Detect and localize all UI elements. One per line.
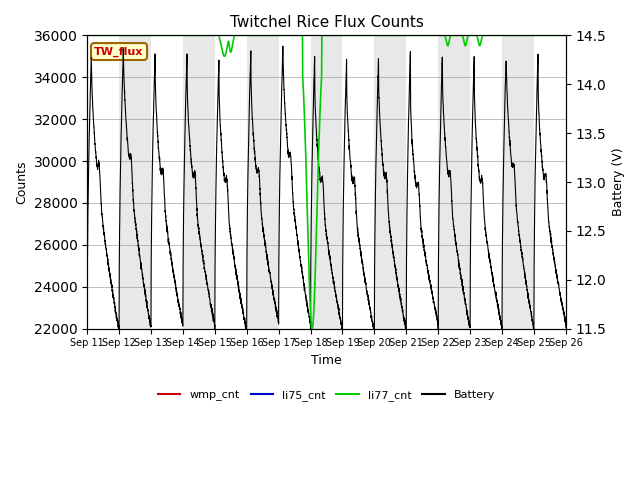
- Text: TW_flux: TW_flux: [94, 47, 144, 57]
- Bar: [119, 36, 151, 329]
- Legend: wmp_cnt, li75_cnt, li77_cnt, Battery: wmp_cnt, li75_cnt, li77_cnt, Battery: [154, 385, 499, 405]
- Bar: [502, 36, 534, 329]
- Y-axis label: Counts: Counts: [15, 160, 28, 204]
- Title: Twitchel Rice Flux Counts: Twitchel Rice Flux Counts: [230, 15, 424, 30]
- Bar: [183, 36, 215, 329]
- Bar: [438, 36, 470, 329]
- Bar: [246, 36, 278, 329]
- X-axis label: Time: Time: [311, 354, 342, 367]
- Bar: [374, 36, 406, 329]
- Bar: [310, 36, 342, 329]
- Y-axis label: Battery (V): Battery (V): [612, 148, 625, 216]
